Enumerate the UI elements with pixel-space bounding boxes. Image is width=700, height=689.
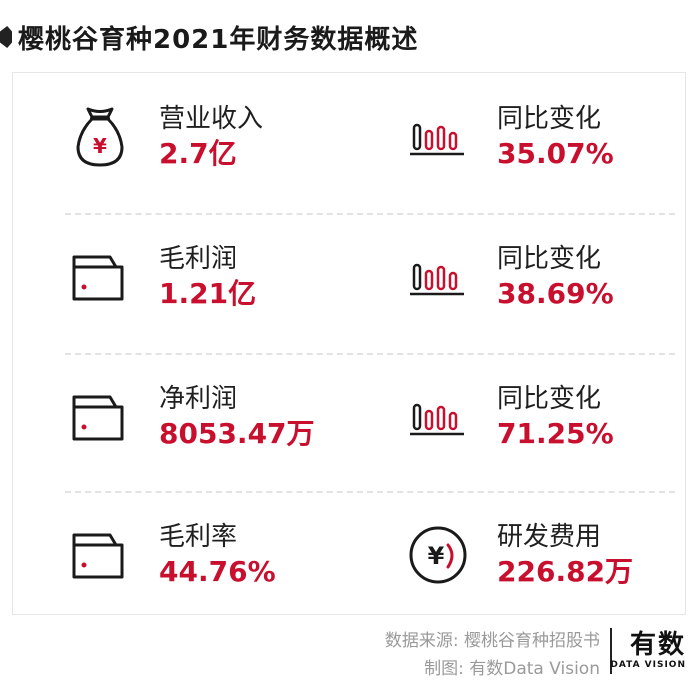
money-bag-icon: ¥ <box>65 102 135 172</box>
svg-text:¥: ¥ <box>428 542 445 570</box>
logo-divider <box>610 628 612 674</box>
stat-value: 2.7亿 <box>159 137 237 170</box>
stat-value: 226.82万 <box>497 555 634 588</box>
stat-value: 38.69% <box>497 277 614 310</box>
row-divider <box>65 213 675 215</box>
stat-value: 71.25% <box>497 417 614 450</box>
bar-chart-icon <box>403 242 473 312</box>
bar-chart-icon <box>403 382 473 452</box>
stats-row-4: 毛利率 44.76% ¥ 研发费用 226.82万 <box>13 495 685 615</box>
chart-credit: 制图: 有数Data Vision <box>424 659 600 679</box>
stat-rd-expense: ¥ 研发费用 226.82万 <box>403 495 633 615</box>
stat-label: 研发费用 <box>497 522 602 552</box>
stat-value: 35.07% <box>497 137 614 170</box>
stat-label: 净利润 <box>159 384 238 414</box>
stats-row-3: 净利润 8053.47万 同比变化 71.25% <box>13 357 685 477</box>
stat-label: 毛利率 <box>159 522 238 552</box>
stat-gross-margin: 毛利率 44.76% <box>65 495 276 615</box>
stat-label: 同比变化 <box>497 104 602 134</box>
stat-gross-profit-change: 同比变化 38.69% <box>403 217 614 337</box>
stat-label: 毛利润 <box>159 244 238 274</box>
bar-chart-icon <box>403 102 473 172</box>
footer: 数据来源: 樱桃谷育种招股书 制图: 有数Data Vision 有数 DATA… <box>360 624 690 680</box>
wallet-icon <box>65 520 135 590</box>
stat-label: 同比变化 <box>497 244 602 274</box>
title-marker-icon <box>0 26 12 48</box>
stat-revenue-change: 同比变化 35.07% <box>403 77 614 197</box>
wallet-icon <box>65 242 135 312</box>
row-divider <box>65 491 675 493</box>
stat-label: 同比变化 <box>497 384 602 414</box>
row-divider <box>65 353 675 355</box>
stat-revenue: ¥ 营业收入 2.7亿 <box>65 77 263 197</box>
brand-logo: 有数 <box>629 630 686 660</box>
page-title: 樱桃谷育种2021年财务数据概述 <box>0 18 418 56</box>
data-source: 数据来源: 樱桃谷育种招股书 <box>384 631 600 651</box>
stat-value: 44.76% <box>159 555 276 588</box>
stat-value: 1.21亿 <box>159 277 257 310</box>
brand-logo-subtitle: DATA VISION <box>610 660 686 670</box>
wallet-icon <box>65 382 135 452</box>
stats-row-1: ¥ 营业收入 2.7亿 同比变化 35.07% <box>13 77 685 197</box>
stat-net-profit-change: 同比变化 71.25% <box>403 357 614 477</box>
stat-net-profit: 净利润 8053.47万 <box>65 357 315 477</box>
stat-value: 8053.47万 <box>159 417 315 450</box>
stat-gross-profit: 毛利润 1.21亿 <box>65 217 256 337</box>
stats-row-2: 毛利润 1.21亿 同比变化 38.69% <box>13 217 685 337</box>
stat-label: 营业收入 <box>159 104 264 134</box>
svg-text:¥: ¥ <box>93 134 107 158</box>
yen-coin-icon: ¥ <box>403 520 473 590</box>
page-title-text: 樱桃谷育种2021年财务数据概述 <box>18 24 419 55</box>
stats-card: ¥ 营业收入 2.7亿 同比变化 35.07% <box>12 72 686 615</box>
